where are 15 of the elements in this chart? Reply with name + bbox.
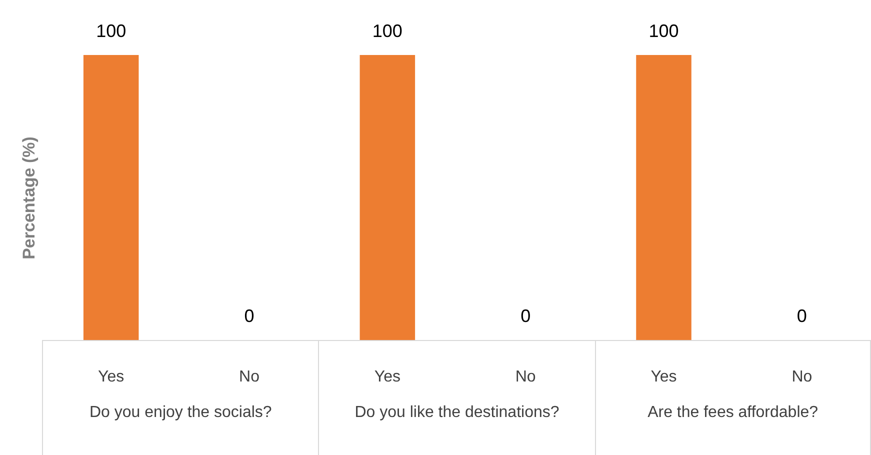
- x-tick-label: No: [515, 368, 536, 386]
- x-tick-label: Yes: [650, 368, 677, 386]
- y-axis-title: Percentage (%): [20, 136, 38, 260]
- x-tick-label: Yes: [98, 368, 124, 386]
- data-label: 100: [648, 21, 679, 41]
- text: Do you enjoy the socials?: [90, 404, 272, 421]
- x-tick-label: No: [239, 368, 260, 386]
- data-label: 0: [520, 306, 531, 326]
- data-label: 100: [96, 21, 126, 41]
- data-label: 0: [244, 306, 254, 326]
- x-tick-label: No: [792, 368, 812, 386]
- data-label: 0: [796, 306, 807, 326]
- data-label: 100: [372, 21, 402, 41]
- x-tick-label: Yes: [374, 368, 400, 386]
- text: Do you like the destinations?: [354, 404, 560, 421]
